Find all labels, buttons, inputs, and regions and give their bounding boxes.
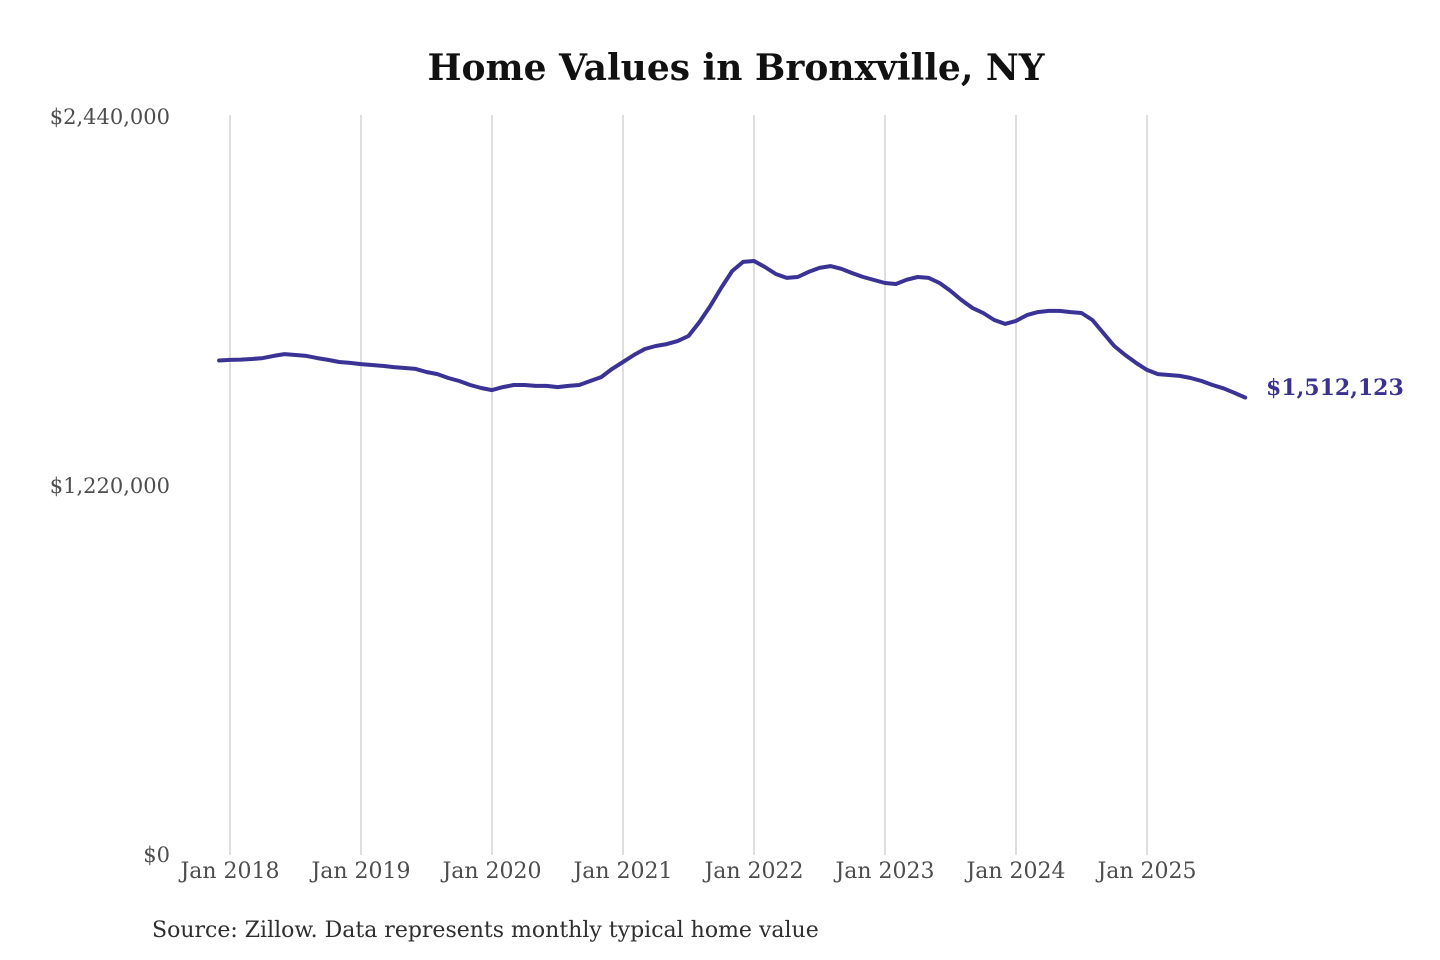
y-tick-label: $2,440,000 bbox=[49, 105, 170, 129]
y-tick-label: $1,220,000 bbox=[49, 474, 170, 498]
x-tick-label: Jan 2022 bbox=[704, 859, 804, 884]
x-tick-label: Jan 2025 bbox=[1097, 859, 1197, 884]
x-tick-label: Jan 2021 bbox=[573, 859, 673, 884]
x-tick-label: Jan 2023 bbox=[835, 859, 935, 884]
home-values-line bbox=[217, 259, 1248, 400]
x-tick-label: Jan 2020 bbox=[442, 859, 542, 884]
source-note: Source: Zillow. Data represents monthly … bbox=[152, 918, 819, 943]
y-tick-label: $0 bbox=[143, 843, 170, 867]
x-tick-label: Jan 2024 bbox=[966, 859, 1066, 884]
latest-value-label: $1,512,123 bbox=[1266, 374, 1404, 401]
chart-title: Home Values in Bronxville, NY bbox=[427, 47, 1045, 89]
x-tick-label: Jan 2018 bbox=[180, 859, 280, 884]
x-tick-label: Jan 2019 bbox=[311, 859, 411, 884]
gridlines bbox=[229, 115, 1148, 855]
